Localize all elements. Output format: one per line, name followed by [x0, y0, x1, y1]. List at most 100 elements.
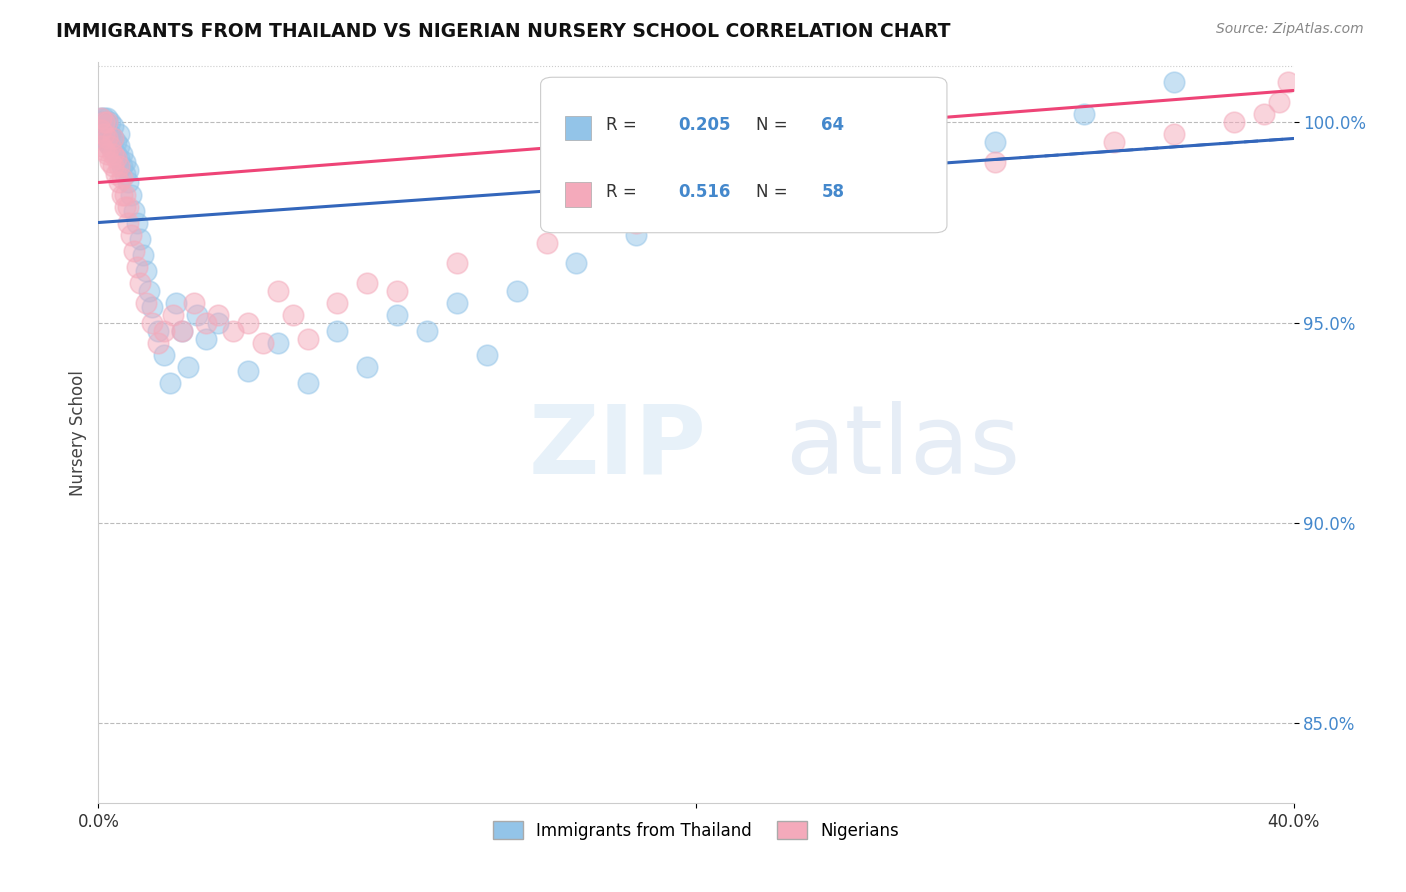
Point: [984, 136, 1007, 150]
Point: [172, 324, 194, 338]
Point: [105, 136, 128, 150]
Point: [626, 227, 648, 242]
Point: [127, 215, 149, 229]
Point: [745, 187, 768, 202]
Point: [745, 195, 768, 210]
Text: N =: N =: [756, 183, 793, 201]
Point: [1223, 115, 1246, 129]
Point: [183, 295, 205, 310]
Point: [90, 139, 112, 153]
Point: [195, 332, 218, 346]
Point: [124, 244, 146, 258]
Point: [236, 316, 259, 330]
Point: [148, 324, 170, 338]
Point: [446, 255, 468, 269]
Point: [162, 308, 184, 322]
Point: [1073, 107, 1095, 121]
Point: [105, 152, 128, 166]
Point: [148, 335, 170, 350]
Point: [114, 168, 136, 182]
Point: [416, 324, 439, 338]
Point: [1163, 128, 1185, 142]
Point: [385, 308, 409, 322]
Point: [108, 139, 131, 153]
Point: [98, 139, 122, 153]
Point: [93, 144, 115, 158]
Point: [506, 284, 529, 298]
Point: [117, 215, 139, 229]
Point: [129, 276, 152, 290]
Text: 64: 64: [821, 116, 845, 135]
Point: [96, 112, 118, 126]
Text: Source: ZipAtlas.com: Source: ZipAtlas.com: [1216, 22, 1364, 37]
Point: [108, 160, 131, 174]
Point: [103, 160, 125, 174]
Point: [103, 144, 125, 158]
Point: [96, 136, 118, 150]
Point: [114, 155, 136, 169]
Point: [984, 155, 1007, 169]
Point: [135, 295, 157, 310]
Point: [93, 120, 115, 134]
Text: N =: N =: [756, 116, 793, 135]
Point: [103, 120, 125, 134]
Point: [124, 203, 146, 218]
Point: [1253, 107, 1275, 121]
Point: [356, 276, 378, 290]
Point: [93, 115, 115, 129]
Point: [105, 147, 128, 161]
Point: [1267, 95, 1289, 110]
Point: [222, 324, 245, 338]
Point: [834, 163, 856, 178]
Point: [90, 112, 112, 126]
FancyBboxPatch shape: [565, 182, 591, 207]
Point: [111, 171, 134, 186]
Point: [103, 131, 125, 145]
Point: [111, 187, 134, 202]
Point: [236, 363, 259, 377]
Point: [565, 255, 588, 269]
Point: [114, 187, 136, 202]
Point: [626, 215, 648, 229]
Point: [96, 123, 118, 137]
Point: [132, 247, 155, 261]
Legend: Immigrants from Thailand, Nigerians: Immigrants from Thailand, Nigerians: [486, 814, 905, 847]
Point: [207, 308, 229, 322]
Point: [93, 128, 115, 142]
Point: [326, 295, 349, 310]
Text: R =: R =: [606, 116, 643, 135]
Point: [195, 316, 218, 330]
Point: [356, 359, 378, 374]
Point: [93, 131, 115, 145]
Text: IMMIGRANTS FROM THAILAND VS NIGERIAN NURSERY SCHOOL CORRELATION CHART: IMMIGRANTS FROM THAILAND VS NIGERIAN NUR…: [56, 22, 950, 41]
Point: [207, 316, 229, 330]
FancyBboxPatch shape: [565, 116, 591, 140]
Point: [135, 263, 157, 277]
Point: [120, 187, 142, 202]
Point: [1104, 136, 1126, 150]
Point: [117, 176, 139, 190]
Point: [96, 115, 118, 129]
Point: [90, 123, 112, 137]
Point: [924, 155, 946, 169]
Point: [186, 308, 208, 322]
Y-axis label: Nursery School: Nursery School: [69, 369, 87, 496]
Point: [127, 260, 149, 274]
Point: [165, 295, 187, 310]
Point: [536, 235, 558, 250]
Text: R =: R =: [606, 183, 643, 201]
Point: [96, 147, 118, 161]
Point: [326, 324, 349, 338]
Point: [93, 112, 115, 126]
Point: [172, 324, 194, 338]
Point: [1277, 75, 1299, 89]
Point: [385, 284, 409, 298]
Point: [281, 308, 304, 322]
Point: [103, 131, 125, 145]
Point: [108, 128, 131, 142]
Point: [98, 128, 122, 142]
Point: [98, 115, 122, 129]
Point: [141, 300, 163, 314]
Point: [865, 176, 887, 190]
Point: [108, 176, 131, 190]
